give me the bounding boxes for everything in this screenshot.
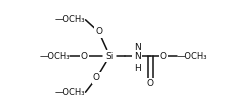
Text: Si: Si — [106, 52, 114, 60]
Text: Si: Si — [106, 52, 114, 60]
Text: N: N — [134, 52, 140, 60]
Text: —OCH₃: —OCH₃ — [55, 15, 86, 24]
Text: O: O — [93, 73, 100, 82]
Text: —OCH₃: —OCH₃ — [55, 88, 86, 97]
Text: —OCH₃: —OCH₃ — [40, 52, 70, 60]
Text: O: O — [81, 52, 88, 60]
Text: O: O — [95, 27, 102, 36]
Text: O: O — [160, 52, 167, 60]
Text: —OCH₃: —OCH₃ — [176, 52, 207, 60]
Text: O: O — [147, 79, 154, 88]
Text: N: N — [134, 43, 140, 52]
Text: H: H — [134, 64, 140, 73]
